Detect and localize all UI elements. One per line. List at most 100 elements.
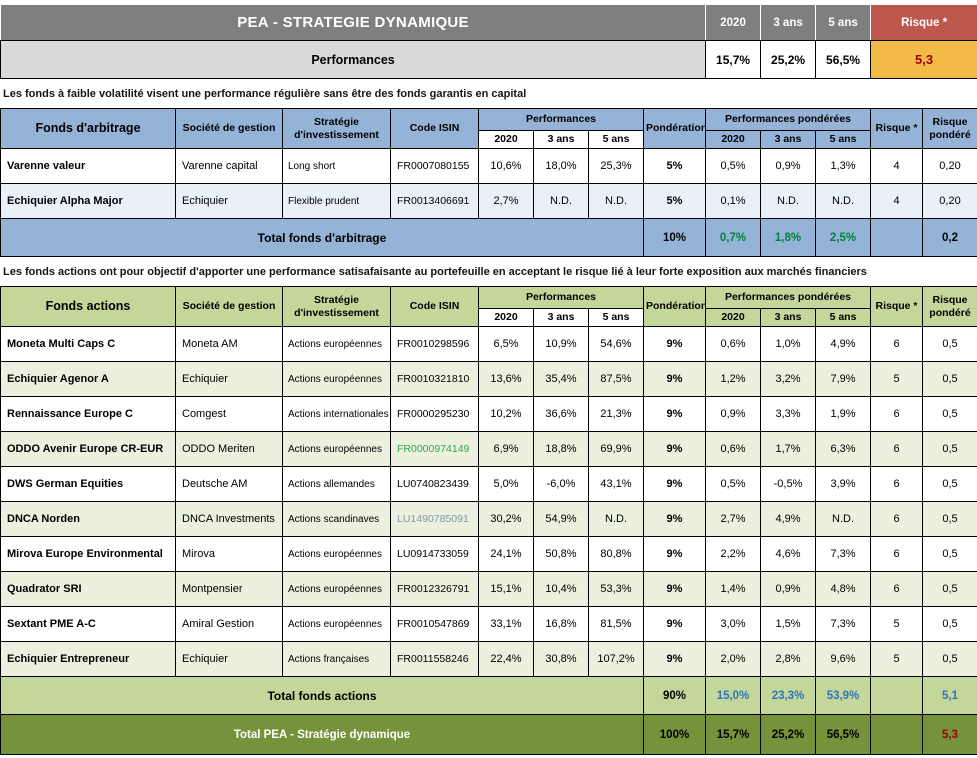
summary-table: PEA - STRATEGIE DYNAMIQUE 2020 3 ans 5 a…: [0, 4, 977, 79]
weighted-risk-value: 0,5: [922, 536, 977, 572]
table-title-actions: Fonds actions: [0, 286, 176, 327]
risk-value: 6: [870, 326, 923, 362]
total-actions-row: Total fonds actions 90% 15,0% 23,3% 53,9…: [0, 676, 977, 715]
weighted-risk-value: 0,5: [922, 466, 977, 502]
wperf-3ans: 3,3%: [760, 396, 816, 432]
perf-5ans: 107,2%: [588, 641, 644, 677]
header-isin: Code ISIN: [390, 286, 479, 327]
wperf-3ans: 2,8%: [760, 641, 816, 677]
weighted-risk-value: 0,5: [922, 431, 977, 467]
fund-isin: LU0740823439: [390, 466, 479, 502]
fund-name: Echiquier Agenor A: [0, 361, 176, 397]
total-arbitrage-wperf-5ans: 2,5%: [815, 218, 871, 257]
fund-name: DWS German Equities: [0, 466, 176, 502]
subheader-5ans: 5 ans: [588, 130, 644, 149]
wperf-2020: 0,6%: [705, 431, 761, 467]
total-actions-wperf-2020: 15,0%: [705, 676, 761, 715]
weighted-risk-value: 0,5: [922, 326, 977, 362]
weight-value: 9%: [643, 466, 706, 502]
subheader-w5ans: 5 ans: [815, 308, 871, 327]
fund-strategy: Long short: [282, 148, 391, 184]
fund-company: Echiquier: [175, 361, 283, 397]
perf-3ans: 18,0%: [533, 148, 589, 184]
arbitrage-header-row: Fonds d'arbitrage Société de gestion Str…: [0, 108, 977, 149]
actions-table: Fonds actions Société de gestion Stratég…: [0, 286, 977, 755]
weight-value: 9%: [643, 361, 706, 397]
arbitrage-subheader-row: 2020 3 ans 5 ans 2020 3 ans 5 ans: [1, 130, 977, 149]
header-weight: Pondération: [643, 108, 706, 149]
total-arbitrage-wperf-2020: 0,7%: [705, 218, 761, 257]
subheader-3ans: 3 ans: [533, 308, 589, 327]
fund-company: Comgest: [175, 396, 283, 432]
perf-3ans: -6,0%: [533, 466, 589, 502]
header-isin: Code ISIN: [390, 108, 479, 149]
perf-3ans: 10,4%: [533, 571, 589, 607]
fund-row: Rennaissance Europe C Comgest Actions inte…: [0, 396, 977, 432]
fund-company: Mirova: [175, 536, 283, 572]
fund-strategy: Actions européennes: [282, 361, 391, 397]
performances-row: Performances 15,7% 25,2% 56,5% 5,3: [0, 40, 977, 79]
perf-2020: 30,2%: [478, 501, 534, 537]
wperf-2020: 3,0%: [705, 606, 761, 642]
wperf-2020: 0,9%: [705, 396, 761, 432]
weighted-risk-value: 0,5: [922, 606, 977, 642]
wperf-5ans: 6,3%: [815, 431, 871, 467]
summary-perf-3ans: 25,2%: [760, 40, 817, 79]
wperf-5ans: 3,9%: [815, 466, 871, 502]
perf-2020: 10,6%: [478, 148, 534, 184]
perf-5ans: 53,3%: [588, 571, 644, 607]
subheader-w5ans: 5 ans: [815, 130, 871, 149]
fund-name: Varenne valeur: [0, 148, 176, 184]
risk-value: 6: [870, 396, 923, 432]
wperf-3ans: 3,2%: [760, 361, 816, 397]
fund-name: Echiquier Entrepreneur: [0, 641, 176, 677]
wperf-5ans: 9,6%: [815, 641, 871, 677]
wperf-5ans: 4,8%: [815, 571, 871, 607]
grand-total-weight: 100%: [643, 714, 706, 755]
wperf-5ans: 7,9%: [815, 361, 871, 397]
wperf-2020: 1,4%: [705, 571, 761, 607]
wperf-2020: 2,7%: [705, 501, 761, 537]
fund-strategy: Actions européennes: [282, 571, 391, 607]
fund-row: Varenne valeur Varenne capital Long short F…: [0, 148, 977, 184]
weight-value: 9%: [643, 431, 706, 467]
weighted-risk-value: 0,5: [922, 641, 977, 677]
risk-value: 4: [870, 148, 923, 184]
perf-3ans: 18,8%: [533, 431, 589, 467]
grand-total-row: Total PEA - Stratégie dynamique 100% 15,…: [0, 714, 977, 755]
fund-isin: FR0000974149: [390, 431, 479, 467]
subheader-w3ans: 3 ans: [760, 130, 816, 149]
total-arbitrage-wrisk: 0,2: [922, 218, 977, 257]
fund-strategy: Actions scandinaves: [282, 501, 391, 537]
fund-row: Echiquier Entrepreneur Echiquier Actions f…: [0, 641, 977, 677]
fund-strategy: Actions internationales: [282, 396, 391, 432]
weight-value: 9%: [643, 536, 706, 572]
fund-isin: FR0013406691: [390, 183, 479, 219]
wperf-3ans: 1,0%: [760, 326, 816, 362]
perf-3ans: 16,8%: [533, 606, 589, 642]
perf-3ans: 35,4%: [533, 361, 589, 397]
wperf-5ans: 1,3%: [815, 148, 871, 184]
wperf-5ans: 4,9%: [815, 326, 871, 362]
perf-2020: 2,7%: [478, 183, 534, 219]
summary-col-5ans: 5 ans: [815, 4, 872, 41]
fund-company: Moneta AM: [175, 326, 283, 362]
perf-5ans: 25,3%: [588, 148, 644, 184]
grand-total-label: Total PEA - Stratégie dynamique: [0, 714, 644, 755]
arbitrage-table: Fonds d'arbitrage Société de gestion Str…: [0, 108, 977, 257]
wperf-5ans: 7,3%: [815, 536, 871, 572]
perf-2020: 13,6%: [478, 361, 534, 397]
total-arbitrage-label: Total fonds d'arbitrage: [0, 218, 644, 257]
weight-value: 9%: [643, 641, 706, 677]
wperf-5ans: N.D.: [815, 501, 871, 537]
note-actions: Les fonds actions ont pour objectif d'ap…: [3, 266, 867, 278]
perf-2020: 15,1%: [478, 571, 534, 607]
summary-perf-5ans: 56,5%: [815, 40, 872, 79]
wperf-3ans: 1,5%: [760, 606, 816, 642]
wperf-2020: 0,1%: [705, 183, 761, 219]
wperf-2020: 0,5%: [705, 466, 761, 502]
perf-5ans: N.D.: [588, 501, 644, 537]
note-arbitrage: Les fonds à faible volatilité visent une…: [3, 88, 527, 100]
summary-col-2020: 2020: [705, 4, 762, 41]
total-actions-weight: 90%: [643, 676, 706, 715]
